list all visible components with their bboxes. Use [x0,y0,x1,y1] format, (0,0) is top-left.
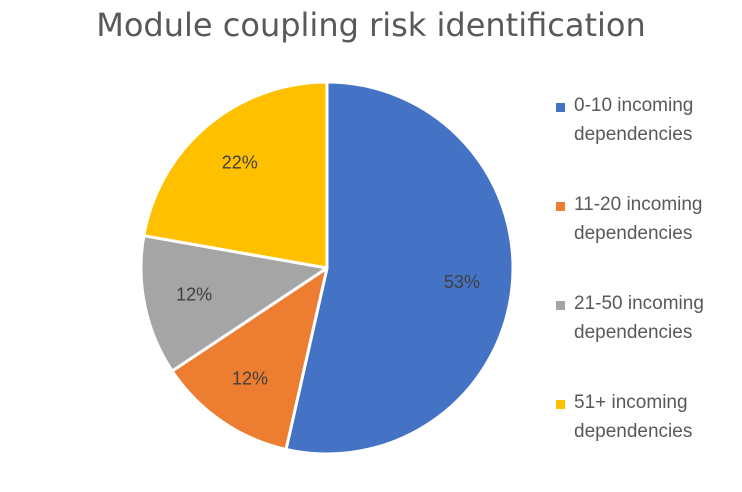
data-label-21-50: 12% [176,285,212,305]
pie-slice-11-20 [170,266,329,451]
legend-label-21-50: 21-50 incoming dependencies [574,293,704,343]
legend-swatch-51-plus [556,400,565,409]
legend-label-11-20: 11-20 incoming dependencies [574,194,703,244]
legend-label-51-plus: 51+ incoming dependencies [574,392,693,442]
legend-item-0-10: 0-10 incoming dependencies [556,95,736,195]
legend-swatch-0-10 [556,103,565,112]
legend-item-51-plus: 51+ incoming dependencies [556,392,736,492]
data-label-11-20: 12% [232,369,268,389]
pie-slice-51-plus [142,80,329,270]
chart-area: Module coupling risk identification 53% 1… [96,6,704,456]
legend-label-0-10: 0-10 incoming dependencies [574,95,694,145]
pie-data-labels: 53% 12% 12% 22% [176,153,480,389]
legend: 0-10 incoming dependencies 11-20 incomin… [556,95,736,492]
data-label-0-10: 53% [444,272,480,292]
legend-item-11-20: 11-20 incoming dependencies [556,194,736,294]
pie-chart: 53% 12% 12% 22% [139,80,515,456]
pie-slice-0-10 [284,80,515,456]
legend-swatch-11-20 [556,202,565,211]
legend-swatch-21-50 [556,301,565,310]
data-label-51-plus: 22% [222,153,258,173]
legend-item-21-50: 21-50 incoming dependencies [556,293,736,393]
pie-slices [139,80,515,456]
chart-title: Module coupling risk identification [96,6,646,44]
pie-slice-21-50 [139,234,329,373]
